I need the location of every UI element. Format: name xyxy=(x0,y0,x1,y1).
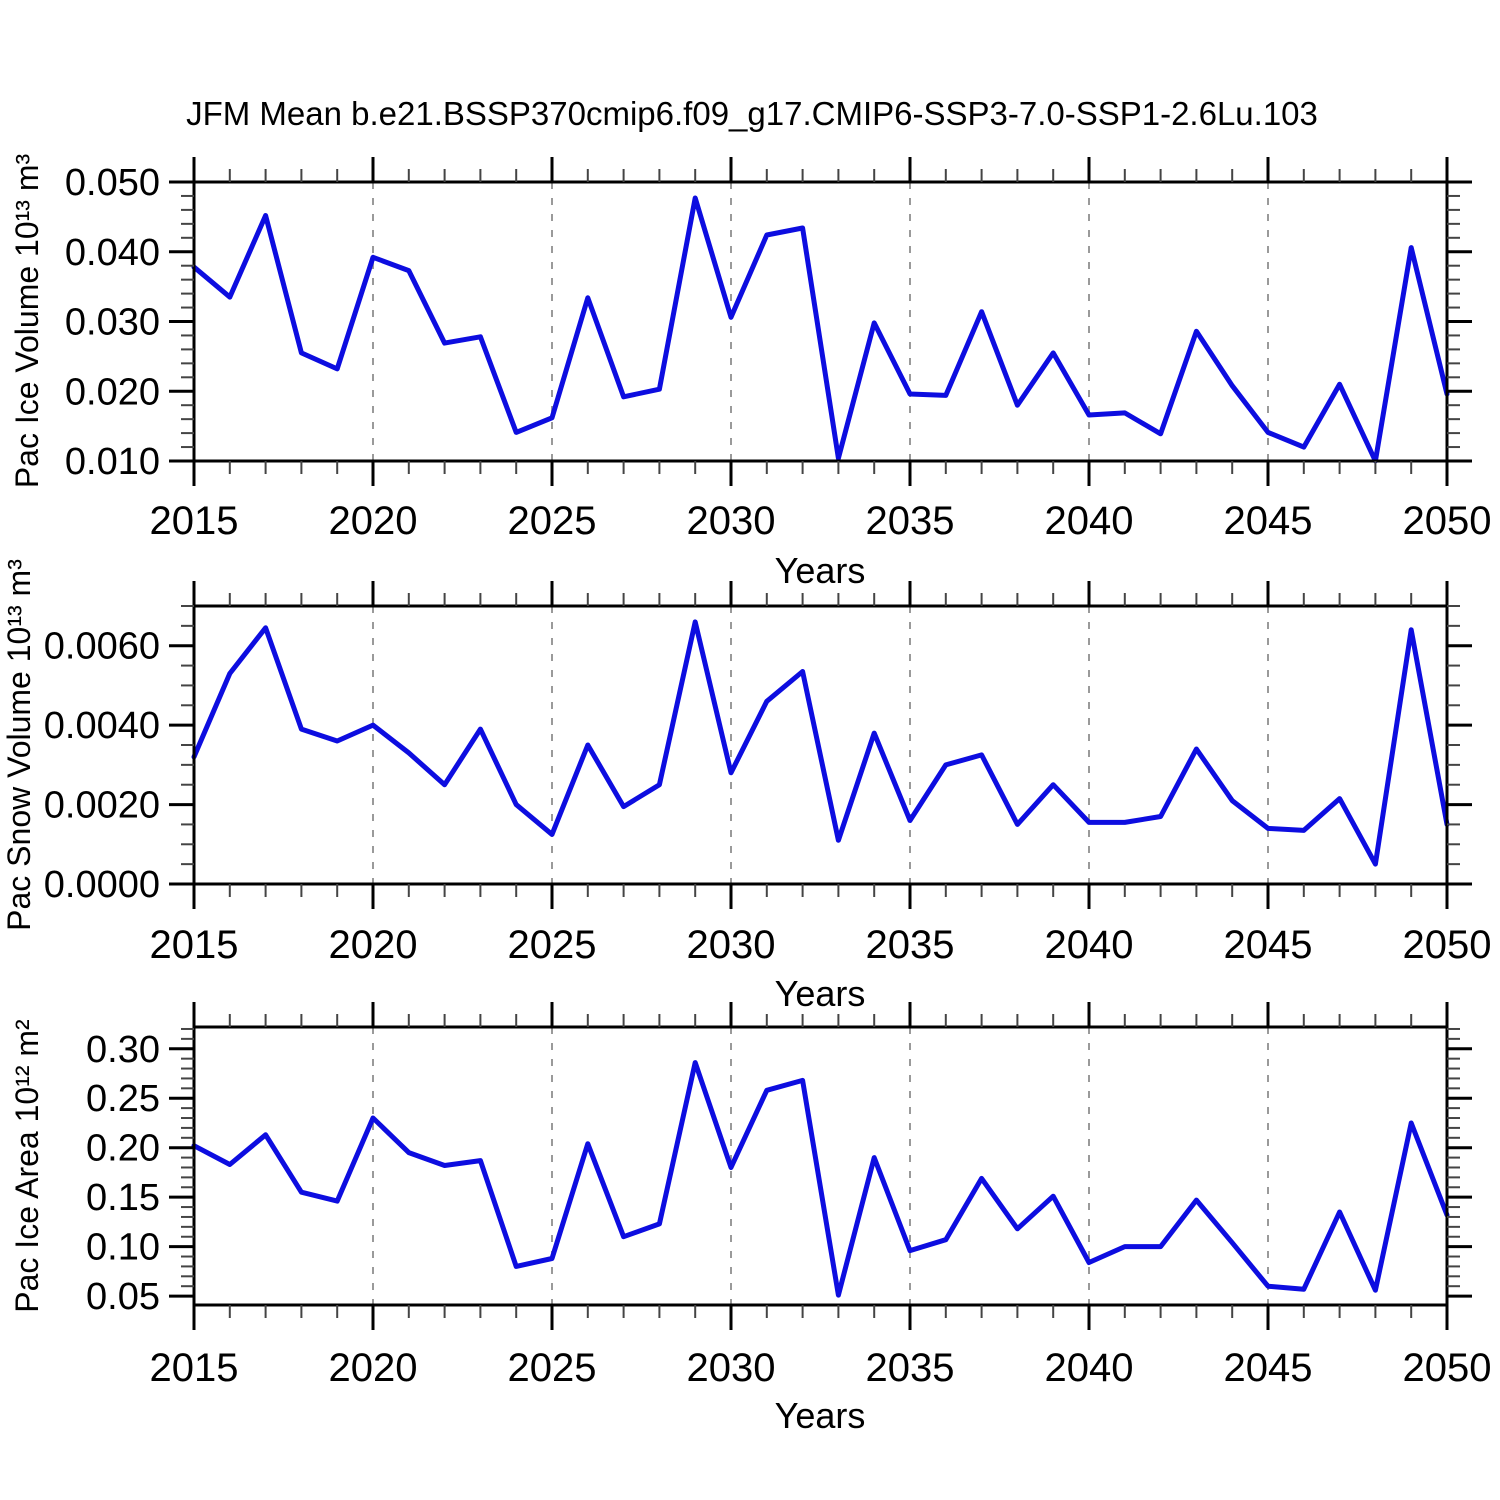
y-tick-label: 0.0060 xyxy=(44,626,160,668)
y-tick-label: 0.15 xyxy=(86,1177,160,1219)
figure-title: JFM Mean b.e21.BSSP370cmip6.f09_g17.CMIP… xyxy=(186,95,1318,132)
x-tick-label: 2035 xyxy=(866,923,955,967)
plot-frame xyxy=(192,1025,1449,1307)
x-tick-label: 2040 xyxy=(1045,1346,1134,1390)
panels-layer: 2015 2020 2025 2030 2035 2040 2045 2050 0.010 0.0… xyxy=(44,157,1492,1390)
y-tick-label: 0.0020 xyxy=(44,785,160,827)
y-tick-label: 0.05 xyxy=(86,1276,160,1318)
x-tick-label: 2015 xyxy=(150,923,239,967)
y-tick-label: 0.25 xyxy=(86,1078,160,1120)
series-line-panel3 xyxy=(191,1060,1450,1298)
x-tick-label: 2050 xyxy=(1403,499,1492,543)
panel3-xlabel: Years xyxy=(775,1395,866,1436)
x-tick-label: 2045 xyxy=(1224,499,1313,543)
y-tick-label: 0.0040 xyxy=(44,705,160,747)
x-tick-label: 2040 xyxy=(1045,499,1134,543)
x-tick-label: 2015 xyxy=(150,499,239,543)
series-line-panel1 xyxy=(191,195,1450,464)
y-tick-label: 0.010 xyxy=(65,441,160,483)
x-tick-label: 2015 xyxy=(150,1346,239,1390)
x-tick-label: 2020 xyxy=(329,499,418,543)
x-tick-label: 2050 xyxy=(1403,923,1492,967)
x-tick-label: 2040 xyxy=(1045,923,1134,967)
y-tick-label: 0.10 xyxy=(86,1227,160,1269)
x-tick-label: 2050 xyxy=(1403,1346,1492,1390)
x-tick-label: 2025 xyxy=(508,499,597,543)
x-tick-label: 2030 xyxy=(687,923,776,967)
panel1-ylabel: Pac Ice Volume 10¹³ m³ xyxy=(9,153,45,488)
y-tick-label: 0.040 xyxy=(65,232,160,274)
x-tick-label: 2045 xyxy=(1224,1346,1313,1390)
y-tick-label: 0.030 xyxy=(65,302,160,344)
x-tick-label: 2030 xyxy=(687,499,776,543)
y-tick-label: 0.20 xyxy=(86,1128,160,1170)
panel2-ylabel: Pac Snow Volume 10¹³ m³ xyxy=(1,559,37,931)
x-tick-label: 2025 xyxy=(508,923,597,967)
panel2-xlabel: Years xyxy=(775,973,866,1014)
x-tick-label: 2045 xyxy=(1224,923,1313,967)
panel1-xlabel: Years xyxy=(775,550,866,591)
y-tick-label: 0.050 xyxy=(65,162,160,204)
panel3-ylabel: Pac Ice Area 10¹² m² xyxy=(9,1019,45,1313)
x-tick-label: 2020 xyxy=(329,923,418,967)
y-tick-label: 0.020 xyxy=(65,371,160,413)
x-tick-label: 2025 xyxy=(508,1346,597,1390)
x-tick-label: 2035 xyxy=(866,1346,955,1390)
x-tick-label: 2035 xyxy=(866,499,955,543)
series-line-panel2 xyxy=(191,619,1450,867)
y-tick-label: 0.0000 xyxy=(44,864,160,906)
x-tick-label: 2020 xyxy=(329,1346,418,1390)
y-tick-label: 0.30 xyxy=(86,1029,160,1071)
x-tick-label: 2030 xyxy=(687,1346,776,1390)
